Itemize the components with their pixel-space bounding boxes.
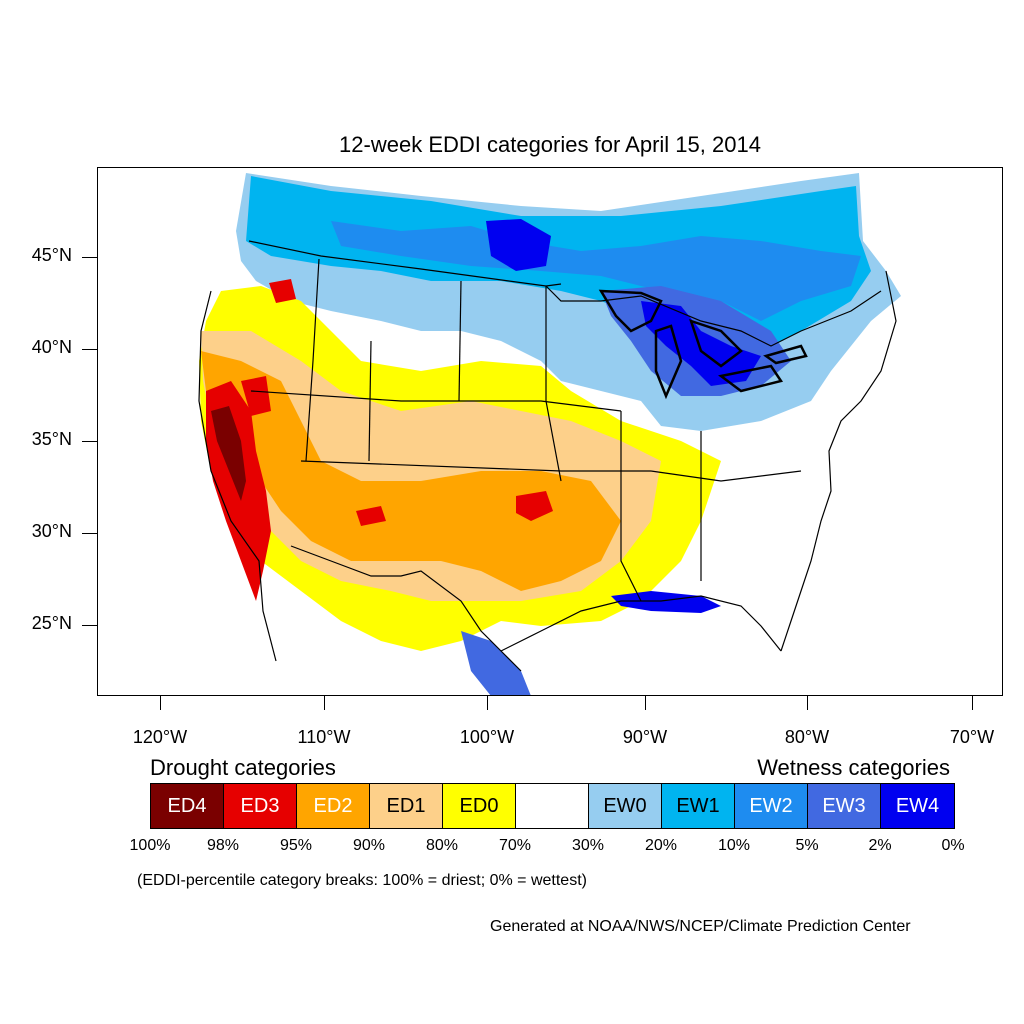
legend-cell-ed4: ED4 xyxy=(151,784,224,828)
legend-cell-ew4: EW4 xyxy=(881,784,954,828)
lon-tick-120 xyxy=(160,696,161,710)
california-ed4-region xyxy=(211,406,246,501)
map-title: 12-week EDDI categories for April 15, 20… xyxy=(339,132,761,157)
legend-cell-ed0: ED0 xyxy=(443,784,516,828)
legend-break-label: 10% xyxy=(717,837,751,854)
legend-break-label: 95% xyxy=(279,837,313,854)
legend-break-label: 70% xyxy=(498,837,532,854)
great-lakes-ew4-region xyxy=(641,301,761,386)
lon-tick-110 xyxy=(324,696,325,710)
lon-label-120: 120°W xyxy=(132,727,188,747)
legend-cell-ew1: EW1 xyxy=(662,784,735,828)
texas-coast-wet-region xyxy=(461,631,531,695)
legend-break-label: 2% xyxy=(868,837,892,854)
gulf-coast-wet-region xyxy=(611,591,721,613)
legend-cell-ew3: EW3 xyxy=(808,784,881,828)
legend-cell-ed2: ED2 xyxy=(297,784,370,828)
legend-break-label: 20% xyxy=(644,837,678,854)
legend-break-label: 98% xyxy=(206,837,240,854)
category-legend: ED4 ED3 ED2 ED1 ED0 EW0 EW1 EW2 EW3 EW4 xyxy=(150,783,955,829)
category-break-note: (EDDI-percentile category breaks: 100% =… xyxy=(137,872,587,889)
lon-tick-90 xyxy=(645,696,646,710)
legend-break-label: 5% xyxy=(795,837,819,854)
lon-label-70: 70°W xyxy=(949,727,995,747)
lat-tick-40 xyxy=(82,349,97,350)
lat-label-45: 45°N xyxy=(31,245,72,265)
credit-line: Generated at NOAA/NWS/NCEP/Climate Predi… xyxy=(490,918,911,935)
lon-tick-70 xyxy=(972,696,973,710)
legend-break-label: 80% xyxy=(425,837,459,854)
eddi-map-canvas xyxy=(198,173,901,695)
legend-break-label: 90% xyxy=(352,837,386,854)
southwest-ed3-region xyxy=(356,506,386,526)
lon-tick-100 xyxy=(487,696,488,710)
lon-tick-80 xyxy=(807,696,808,710)
legend-cell-neutral xyxy=(516,784,589,828)
great-lakes-outline xyxy=(598,289,808,400)
eddi-map xyxy=(97,167,1003,696)
lon-label-80: 80°W xyxy=(784,727,830,747)
wetness-categories-header: Wetness categories xyxy=(757,755,950,780)
west-ed2-region xyxy=(201,351,621,591)
lon-label-100: 100°W xyxy=(459,727,515,747)
legend-break-label: 100% xyxy=(129,837,171,854)
oregon-ed3-spot xyxy=(269,279,296,303)
lat-label-25: 25°N xyxy=(31,613,72,633)
legend-cell-ew0: EW0 xyxy=(589,784,662,828)
minnesota-ew4-region xyxy=(486,219,551,271)
lon-label-110: 110°W xyxy=(297,727,351,747)
lon-label-90: 90°W xyxy=(622,727,668,747)
state-borders xyxy=(198,240,897,672)
lat-label-40: 40°N xyxy=(31,337,72,357)
legend-cell-ed3: ED3 xyxy=(224,784,297,828)
lat-label-35: 35°N xyxy=(31,429,72,449)
legend-break-label: 0% xyxy=(941,837,965,854)
legend-cell-ed1: ED1 xyxy=(370,784,443,828)
oklahoma-ed3-region xyxy=(516,491,553,521)
legend-cell-ew2: EW2 xyxy=(735,784,808,828)
legend-break-label: 30% xyxy=(571,837,605,854)
lat-tick-35 xyxy=(82,441,97,442)
lat-label-30: 30°N xyxy=(31,521,72,541)
lat-tick-45 xyxy=(82,257,97,258)
nevada-ed3-region xyxy=(241,376,271,416)
lat-tick-25 xyxy=(82,625,97,626)
canada-ew2-region xyxy=(331,221,861,321)
drought-categories-header: Drought categories xyxy=(150,755,336,780)
lat-tick-30 xyxy=(82,533,97,534)
